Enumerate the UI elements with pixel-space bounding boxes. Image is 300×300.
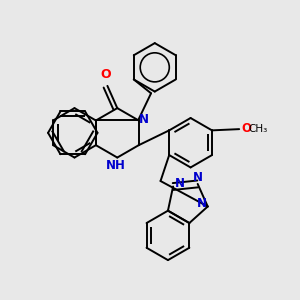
Text: O: O	[100, 68, 111, 81]
Text: N: N	[196, 197, 206, 210]
Text: N: N	[139, 113, 149, 126]
Text: NH: NH	[106, 159, 125, 172]
Text: N: N	[175, 177, 185, 190]
Text: CH₃: CH₃	[248, 124, 268, 134]
Text: O: O	[241, 122, 251, 135]
Text: N: N	[194, 171, 203, 184]
